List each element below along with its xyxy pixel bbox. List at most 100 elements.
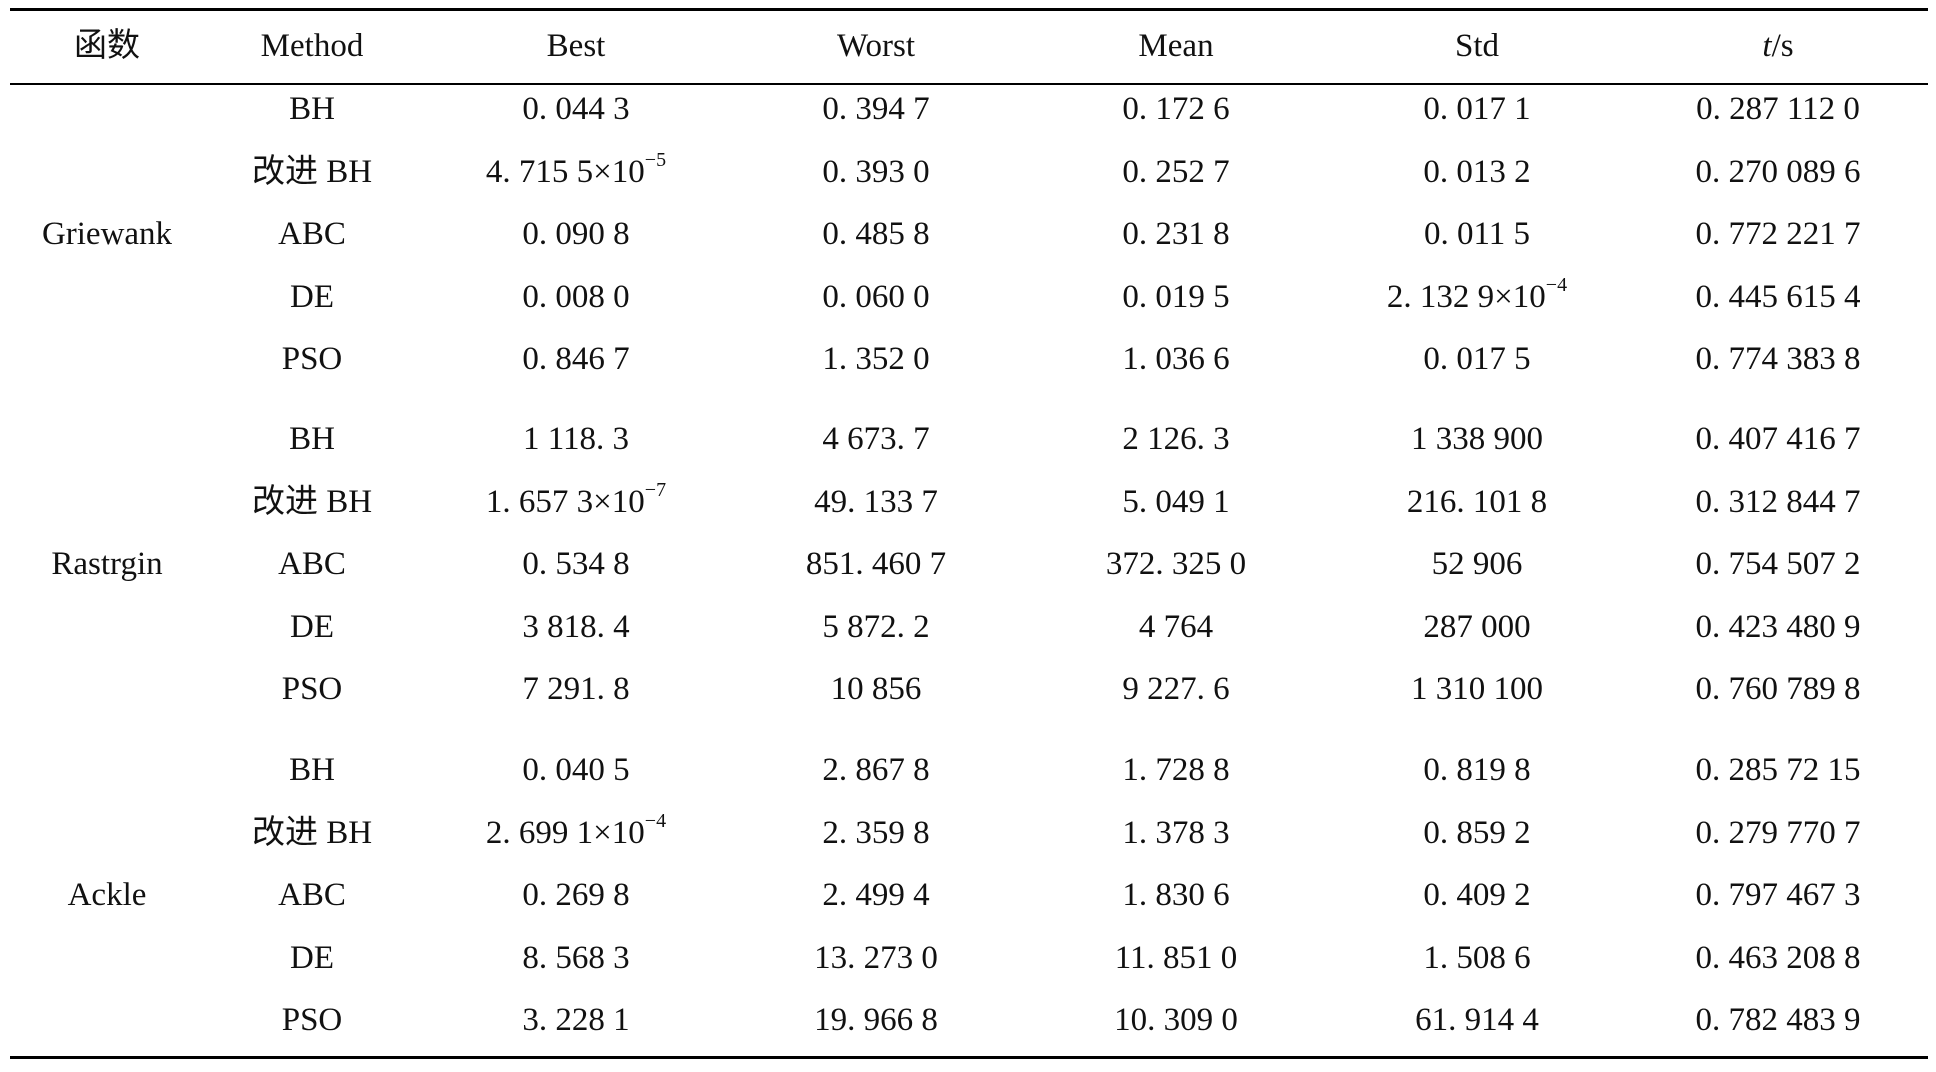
header-std: Std <box>1454 28 1500 64</box>
worst-cell: 19. 966 8 <box>814 1002 938 1038</box>
mean-cell: 1. 830 6 <box>1122 877 1230 913</box>
time-cell: 0. 287 112 0 <box>1696 91 1860 127</box>
std-cell: 2. 132 9×10−4 <box>1386 273 1568 315</box>
worst-cell: 0. 485 8 <box>822 216 930 252</box>
std-cell: 287 000 <box>1423 608 1531 645</box>
method-cell: DE <box>290 278 334 315</box>
method-cell: BH <box>289 91 335 127</box>
function-name: Rastrgin <box>51 546 163 582</box>
std-cell: 52 906 <box>1431 546 1523 582</box>
best-cell: 0. 534 8 <box>522 546 630 582</box>
std-cell: 0. 409 2 <box>1423 877 1531 913</box>
method-cell: BH <box>289 752 335 788</box>
best-cell: 0. 269 8 <box>522 877 630 913</box>
header-rule <box>10 83 1928 85</box>
std-cell: 0. 859 2 <box>1423 814 1531 851</box>
function-name: Griewank <box>41 216 173 252</box>
best-cell: 7 291. 8 <box>522 671 630 707</box>
time-cell: 0. 782 483 9 <box>1695 1002 1861 1038</box>
time-cell: 0. 407 416 7 <box>1695 421 1861 457</box>
worst-cell: 13. 273 0 <box>814 939 938 976</box>
mean-cell: 10. 309 0 <box>1114 1002 1238 1038</box>
std-cell: 0. 013 2 <box>1423 153 1531 190</box>
mean-cell: 0. 252 7 <box>1122 153 1230 190</box>
method-cell: PSO <box>281 1002 343 1038</box>
best-cell-exponent: −5 <box>644 148 667 171</box>
worst-cell: 2. 359 8 <box>822 814 930 851</box>
mean-cell: 1. 728 8 <box>1122 752 1230 788</box>
mean-cell: 1. 378 3 <box>1122 814 1230 851</box>
time-cell: 0. 445 615 4 <box>1695 278 1861 315</box>
mean-cell: 11. 851 0 <box>1114 939 1238 976</box>
std-cell: 216. 101 8 <box>1406 483 1548 520</box>
worst-cell: 49. 133 7 <box>814 483 938 520</box>
std-cell: 1. 508 6 <box>1423 939 1531 976</box>
mean-cell: 1. 036 6 <box>1122 341 1230 377</box>
worst-cell: 5 872. 2 <box>822 608 930 645</box>
method-cell: DE <box>290 939 334 976</box>
time-cell: 0. 463 208 8 <box>1695 939 1861 976</box>
best-cell: 0. 040 5 <box>522 752 630 788</box>
method-cell: 改进 BH <box>251 483 373 520</box>
header-method: Method <box>260 28 364 64</box>
std-cell: 1 310 100 <box>1411 671 1543 707</box>
method-cell: ABC <box>278 877 346 913</box>
mean-cell: 5. 049 1 <box>1122 483 1230 520</box>
time-cell: 0. 285 72 15 <box>1695 752 1861 788</box>
header-time: t/s <box>1762 28 1794 64</box>
table-bottom-rule <box>10 1056 1928 1059</box>
best-cell: 0. 008 0 <box>522 278 630 315</box>
time-cell: 0. 797 467 3 <box>1695 877 1861 913</box>
mean-cell: 0. 172 6 <box>1122 91 1230 127</box>
std-cell: 0. 819 8 <box>1423 752 1531 788</box>
method-cell: ABC <box>278 216 346 252</box>
best-cell-exponent: −4 <box>644 809 667 832</box>
worst-cell: 10 856 <box>830 671 922 707</box>
header-best: Best <box>546 28 606 64</box>
best-cell: 1. 657 3×10−7 <box>485 478 667 520</box>
worst-cell: 1. 352 0 <box>822 341 930 377</box>
best-cell: 0. 846 7 <box>522 341 630 377</box>
best-cell: 0. 044 3 <box>522 91 630 127</box>
worst-cell: 0. 393 0 <box>822 153 930 190</box>
mean-cell: 9 227. 6 <box>1122 671 1230 707</box>
method-cell: PSO <box>281 341 343 377</box>
method-cell: 改进 BH <box>251 153 373 190</box>
best-cell: 0. 090 8 <box>522 216 630 252</box>
mean-cell: 372. 325 0 <box>1105 546 1247 582</box>
best-cell: 8. 568 3 <box>522 939 630 976</box>
header-function: 函数 <box>74 28 140 64</box>
best-cell: 2. 699 1×10−4 <box>485 809 667 851</box>
best-cell: 3 818. 4 <box>522 608 630 645</box>
function-name: Ackle <box>67 877 147 913</box>
mean-cell: 2 126. 3 <box>1122 421 1230 457</box>
time-cell: 0. 760 789 8 <box>1695 671 1861 707</box>
mean-cell: 0. 231 8 <box>1122 216 1230 252</box>
header-worst: Worst <box>836 28 916 64</box>
std-cell-exponent: −4 <box>1545 273 1568 296</box>
time-cell: 0. 312 844 7 <box>1695 483 1861 520</box>
best-cell: 1 118. 3 <box>522 421 630 457</box>
time-cell: 0. 270 089 6 <box>1695 153 1861 190</box>
std-cell: 0. 017 5 <box>1423 341 1531 377</box>
best-cell: 4. 715 5×10−5 <box>485 148 667 190</box>
best-cell-exponent: −7 <box>644 478 667 501</box>
worst-cell: 2. 867 8 <box>822 752 930 788</box>
time-cell: 0. 774 383 8 <box>1695 341 1861 377</box>
worst-cell: 851. 460 7 <box>805 546 947 582</box>
std-cell: 0. 011 5 <box>1423 216 1531 252</box>
worst-cell: 0. 394 7 <box>822 91 930 127</box>
method-cell: DE <box>290 608 334 645</box>
std-cell: 1 338 900 <box>1411 421 1543 457</box>
worst-cell: 4 673. 7 <box>822 421 930 457</box>
mean-cell: 0. 019 5 <box>1122 278 1230 315</box>
std-cell: 61. 914 4 <box>1415 1002 1539 1038</box>
time-cell: 0. 772 221 7 <box>1695 216 1861 252</box>
method-cell: PSO <box>281 671 343 707</box>
best-cell: 3. 228 1 <box>522 1002 630 1038</box>
worst-cell: 2. 499 4 <box>822 877 930 913</box>
worst-cell: 0. 060 0 <box>822 278 930 315</box>
time-cell: 0. 423 480 9 <box>1695 608 1861 645</box>
header-mean: Mean <box>1138 28 1214 64</box>
table-top-rule <box>10 8 1928 11</box>
